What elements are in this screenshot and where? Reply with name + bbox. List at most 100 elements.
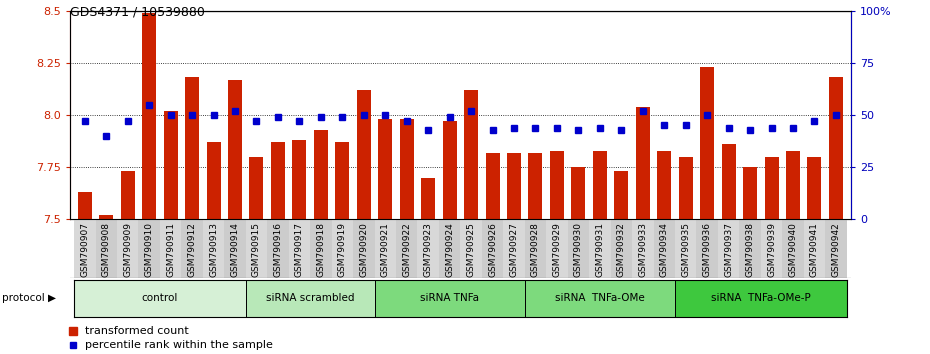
- Bar: [310, 219, 332, 278]
- Bar: [379, 119, 392, 219]
- Bar: [375, 219, 396, 278]
- Text: GSM790907: GSM790907: [80, 222, 89, 278]
- Bar: [400, 119, 414, 219]
- Bar: [722, 144, 736, 219]
- Bar: [160, 219, 181, 278]
- Bar: [313, 130, 327, 219]
- Bar: [418, 219, 439, 278]
- Bar: [786, 150, 800, 219]
- Text: GSM790923: GSM790923: [424, 222, 432, 277]
- Bar: [332, 219, 353, 278]
- Bar: [375, 280, 525, 316]
- Text: GSM790918: GSM790918: [316, 222, 326, 278]
- Bar: [571, 167, 585, 219]
- Bar: [267, 219, 288, 278]
- Text: GSM790932: GSM790932: [617, 222, 626, 277]
- Bar: [658, 150, 671, 219]
- Bar: [181, 219, 203, 278]
- Bar: [782, 219, 804, 278]
- Bar: [675, 219, 697, 278]
- Bar: [761, 219, 782, 278]
- Bar: [142, 13, 156, 219]
- Bar: [528, 153, 542, 219]
- Text: GDS4371 / 10539880: GDS4371 / 10539880: [70, 5, 205, 18]
- Text: GSM790929: GSM790929: [552, 222, 562, 277]
- Bar: [460, 219, 482, 278]
- Bar: [654, 219, 675, 278]
- Text: GSM790908: GSM790908: [101, 222, 111, 278]
- Bar: [421, 178, 435, 219]
- Bar: [485, 153, 499, 219]
- Bar: [357, 90, 371, 219]
- Text: percentile rank within the sample: percentile rank within the sample: [85, 340, 272, 350]
- Bar: [679, 157, 693, 219]
- Bar: [96, 219, 117, 278]
- Bar: [525, 219, 546, 278]
- Text: GSM790919: GSM790919: [338, 222, 347, 278]
- Bar: [739, 219, 761, 278]
- Bar: [611, 219, 632, 278]
- Text: GSM790941: GSM790941: [810, 222, 819, 277]
- Text: siRNA scrambled: siRNA scrambled: [266, 293, 354, 303]
- Bar: [164, 111, 178, 219]
- Text: GSM790942: GSM790942: [831, 222, 841, 277]
- Text: GSM790910: GSM790910: [145, 222, 153, 278]
- Text: GSM790928: GSM790928: [531, 222, 540, 277]
- Text: GSM790921: GSM790921: [380, 222, 390, 277]
- Bar: [443, 121, 457, 219]
- Text: control: control: [141, 293, 178, 303]
- Bar: [224, 219, 246, 278]
- Bar: [807, 157, 821, 219]
- Text: GSM790909: GSM790909: [123, 222, 132, 278]
- Bar: [764, 157, 778, 219]
- Bar: [636, 107, 650, 219]
- Text: GSM790912: GSM790912: [188, 222, 196, 277]
- Bar: [396, 219, 418, 278]
- Bar: [675, 280, 846, 316]
- Bar: [804, 219, 825, 278]
- Text: GSM790925: GSM790925: [467, 222, 475, 277]
- Bar: [697, 219, 718, 278]
- Text: GSM790926: GSM790926: [488, 222, 497, 277]
- Bar: [615, 171, 629, 219]
- Text: GSM790933: GSM790933: [638, 222, 647, 278]
- Text: GSM790931: GSM790931: [595, 222, 604, 278]
- Bar: [464, 90, 478, 219]
- Text: siRNA  TNFa-OMe-P: siRNA TNFa-OMe-P: [711, 293, 811, 303]
- Bar: [546, 219, 567, 278]
- Text: siRNA TNFa: siRNA TNFa: [420, 293, 479, 303]
- Text: siRNA  TNFa-OMe: siRNA TNFa-OMe: [555, 293, 644, 303]
- Text: GSM790913: GSM790913: [209, 222, 218, 278]
- Bar: [121, 171, 135, 219]
- Bar: [203, 219, 224, 278]
- Bar: [718, 219, 739, 278]
- Bar: [288, 219, 310, 278]
- Bar: [246, 219, 267, 278]
- Text: GSM790916: GSM790916: [273, 222, 283, 278]
- Bar: [589, 219, 611, 278]
- Bar: [117, 219, 139, 278]
- Bar: [78, 192, 92, 219]
- Bar: [74, 280, 246, 316]
- Bar: [550, 150, 564, 219]
- Text: GSM790911: GSM790911: [166, 222, 175, 278]
- Bar: [825, 219, 846, 278]
- Text: GSM790924: GSM790924: [445, 222, 454, 277]
- Text: GSM790915: GSM790915: [252, 222, 261, 278]
- Bar: [139, 219, 160, 278]
- Bar: [439, 219, 460, 278]
- Bar: [592, 150, 606, 219]
- Text: GSM790938: GSM790938: [746, 222, 754, 278]
- Bar: [271, 142, 285, 219]
- Bar: [228, 80, 242, 219]
- Bar: [567, 219, 589, 278]
- Bar: [829, 78, 843, 219]
- Bar: [100, 215, 113, 219]
- Text: GSM790914: GSM790914: [231, 222, 240, 277]
- Bar: [482, 219, 503, 278]
- Bar: [632, 219, 654, 278]
- Bar: [503, 219, 525, 278]
- Text: GSM790927: GSM790927: [510, 222, 519, 277]
- Text: protocol ▶: protocol ▶: [2, 293, 56, 303]
- Bar: [74, 219, 96, 278]
